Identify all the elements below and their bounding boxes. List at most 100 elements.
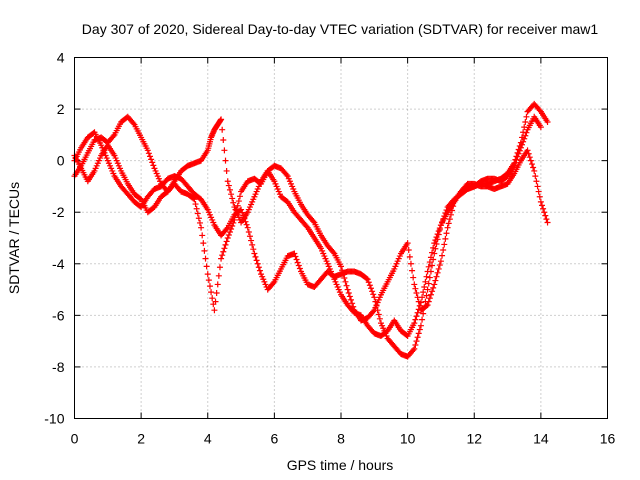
data-point: [150, 162, 157, 169]
data-point: [432, 237, 439, 244]
data-point: [370, 308, 377, 315]
data-point: [212, 298, 219, 305]
data-point: [442, 235, 449, 242]
data-point: [194, 210, 201, 217]
data-point: [439, 252, 446, 259]
data-point: [376, 315, 383, 322]
data-point: [431, 281, 438, 288]
data-point: [226, 228, 233, 235]
y-tick-label: -4: [52, 256, 65, 272]
data-point: [225, 231, 232, 238]
data-point: [434, 269, 441, 276]
data-point: [522, 132, 529, 139]
data-point: [525, 150, 532, 157]
data-point: [343, 282, 350, 289]
data-point: [330, 249, 337, 256]
data-point: [425, 280, 432, 287]
data-point: [342, 278, 349, 285]
data-point: [511, 162, 518, 169]
data-point: [533, 178, 540, 185]
data-point: [430, 284, 437, 291]
data-point: [422, 278, 429, 285]
data-point: [407, 260, 414, 267]
data-point: [202, 255, 209, 262]
data-point: [294, 259, 301, 266]
y-tick-label: -2: [52, 204, 65, 220]
data-point: [366, 282, 373, 289]
data-point: [223, 238, 230, 245]
x-tick-label: 10: [400, 431, 416, 447]
data-point: [234, 202, 241, 209]
data-point: [256, 267, 263, 274]
data-point: [291, 250, 298, 257]
data-point: [363, 275, 370, 282]
data-point: [144, 147, 151, 154]
data-point: [249, 241, 256, 248]
y-tick-label: -8: [52, 359, 65, 375]
data-point: [110, 133, 117, 140]
x-tick-label: 2: [137, 431, 145, 447]
data-point: [339, 267, 346, 274]
y-axis-label: SDTVAR / TECUs: [6, 182, 22, 294]
data-point: [435, 265, 442, 272]
data-point: [433, 234, 440, 241]
data-point: [537, 124, 544, 131]
data-point: [221, 245, 228, 252]
data-point: [423, 302, 430, 309]
data-point: [254, 260, 261, 267]
data-point: [429, 262, 436, 269]
data-point: [229, 195, 236, 202]
y-tick-label: 0: [57, 153, 65, 169]
data-point: [544, 118, 551, 125]
grid: [74, 57, 608, 419]
data-point: [211, 307, 218, 314]
data-point: [209, 295, 216, 302]
data-point: [191, 196, 198, 203]
data-point: [531, 167, 538, 174]
data-point: [293, 256, 300, 263]
data-point: [423, 273, 430, 280]
data-point: [426, 259, 433, 266]
data-point: [137, 195, 144, 202]
data-point: [364, 276, 371, 283]
data-point: [436, 225, 443, 232]
series-track-2: [71, 113, 544, 324]
data-point: [527, 157, 534, 164]
data-point: [252, 253, 259, 260]
data-point: [544, 219, 551, 226]
data-point: [145, 150, 152, 157]
data-point: [522, 118, 529, 125]
data-point: [540, 205, 547, 212]
data-point: [224, 178, 231, 185]
data-point: [414, 309, 421, 316]
data-point: [222, 241, 229, 248]
data-point: [426, 274, 433, 281]
data-point: [224, 235, 231, 241]
data-point: [429, 288, 436, 295]
data-point: [516, 147, 523, 154]
x-tick-label: 6: [270, 431, 278, 447]
data-point: [410, 274, 417, 281]
data-point: [225, 182, 232, 189]
data-point: [417, 299, 424, 306]
data-point: [295, 262, 302, 269]
data-point: [239, 209, 246, 216]
data-point: [365, 279, 372, 286]
data-point: [253, 257, 260, 264]
data-point: [349, 300, 356, 307]
data-point: [446, 216, 453, 223]
data-point: [524, 147, 531, 154]
data-point: [283, 171, 290, 178]
data-point: [424, 268, 431, 275]
data-point: [292, 253, 299, 260]
data-point: [537, 198, 544, 205]
data-point: [532, 173, 539, 180]
data-point: [250, 246, 257, 253]
data-point: [441, 241, 448, 248]
data-point: [248, 237, 255, 244]
data-point: [251, 250, 258, 257]
data-point: [222, 157, 229, 164]
data-point: [196, 219, 203, 226]
data-point: [420, 289, 427, 296]
